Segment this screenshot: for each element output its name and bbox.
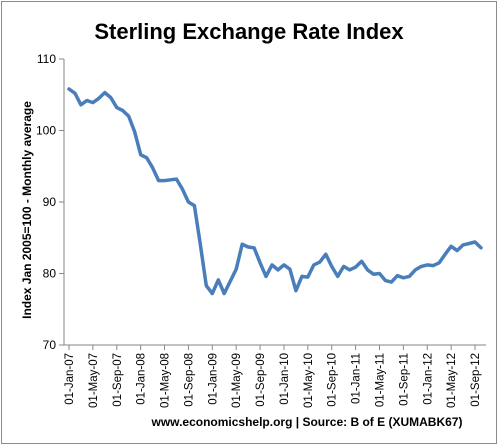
data-point — [139, 153, 142, 156]
data-point — [330, 265, 333, 268]
data-point — [288, 268, 292, 271]
data-point — [414, 268, 417, 272]
data-point — [109, 96, 113, 99]
y-tick-label: 80 — [43, 267, 57, 281]
data-point — [426, 263, 429, 267]
data-point — [157, 179, 160, 182]
data-point — [366, 268, 369, 272]
x-tick-label: 01-Jan-10 — [279, 353, 291, 405]
data-point — [199, 243, 202, 247]
x-tick-label: 01-Sep-12 — [470, 353, 482, 407]
x-tick-label: 01-Sep-11 — [398, 353, 410, 406]
data-point — [181, 187, 184, 191]
x-tick-label: 01-May-08 — [160, 353, 172, 408]
data-point — [115, 106, 119, 109]
data-point — [449, 245, 453, 248]
data-point — [360, 260, 363, 263]
data-point — [163, 179, 166, 182]
y-tick-label: 70 — [43, 338, 57, 352]
data-point — [217, 278, 220, 282]
data-point — [67, 87, 71, 91]
data-point — [479, 246, 483, 249]
data-point — [229, 280, 232, 283]
data-point — [258, 261, 262, 264]
data-point — [432, 264, 435, 267]
data-point — [300, 275, 304, 278]
data-point — [73, 92, 77, 95]
x-tick-label: 01-Jan-07 — [64, 353, 76, 405]
x-tick-label: 01-Sep-08 — [183, 353, 195, 407]
data-point — [223, 292, 226, 295]
data-point — [306, 275, 309, 279]
x-tick-label: 01-May-11 — [374, 353, 386, 407]
data-point — [384, 279, 387, 282]
data-point — [318, 260, 321, 264]
data-point — [145, 156, 148, 159]
data-point — [133, 130, 136, 134]
x-tick-label: 01-Jan-08 — [136, 353, 148, 405]
data-point — [211, 292, 214, 295]
data-point — [282, 263, 286, 267]
data-point — [85, 99, 89, 102]
data-point — [342, 265, 345, 268]
x-tick-label: 01-Sep-09 — [255, 353, 267, 407]
x-tick-label: 01-Sep-07 — [112, 353, 124, 407]
data-point — [103, 91, 107, 94]
data-point — [276, 268, 280, 272]
data-point — [169, 178, 172, 181]
data-point — [467, 242, 471, 245]
data-point — [121, 109, 124, 112]
data-point — [312, 263, 315, 267]
data-point — [127, 115, 130, 118]
data-point — [396, 274, 399, 277]
data-point — [455, 249, 459, 252]
data-point — [151, 166, 154, 169]
y-tick-label: 90 — [43, 195, 57, 209]
data-point — [324, 253, 327, 256]
data-point — [402, 276, 405, 279]
data-point — [473, 240, 477, 244]
data-point — [79, 103, 83, 107]
source-note: www.economicshelp.org | Source: B of E (… — [151, 415, 463, 429]
x-tick-label: 01-May-07 — [88, 353, 100, 408]
y-tick-label: 110 — [37, 52, 56, 66]
x-tick-label: 01-Jan-09 — [207, 353, 219, 405]
data-point — [252, 246, 256, 249]
data-point — [461, 243, 465, 247]
data-point — [97, 97, 101, 100]
x-tick-label: 01-May-10 — [303, 353, 315, 408]
data-point — [294, 289, 298, 292]
x-tick-label: 01-May-12 — [446, 353, 458, 408]
data-point — [193, 204, 196, 207]
data-point — [444, 253, 447, 256]
x-tick-label: 01-Jan-11 — [351, 353, 363, 404]
x-tick-label: 01-May-09 — [231, 353, 243, 408]
data-point — [438, 261, 441, 264]
series-line — [67, 87, 483, 296]
data-point — [390, 280, 393, 284]
data-point — [336, 275, 339, 278]
data-point — [408, 275, 411, 278]
data-point — [175, 177, 178, 181]
data-point — [187, 200, 190, 204]
data-point — [378, 272, 381, 275]
data-point — [372, 273, 375, 276]
data-point — [270, 263, 274, 267]
data-point — [235, 268, 238, 271]
y-tick-label: 100 — [36, 124, 56, 138]
x-tick-label: 01-Jan-12 — [422, 353, 434, 405]
data-point — [348, 268, 351, 272]
chart-title: Sterling Exchange Rate Index — [94, 19, 404, 44]
x-tick-label: 01-Sep-10 — [327, 353, 339, 407]
data-point — [205, 284, 208, 287]
data-point — [241, 243, 244, 246]
data-point — [91, 101, 95, 104]
data-point — [354, 265, 357, 269]
data-point — [420, 265, 423, 268]
data-point — [246, 245, 250, 249]
y-axis-label: Index Jan 2005=100 - Monthly average — [20, 101, 34, 319]
data-point — [264, 275, 268, 278]
